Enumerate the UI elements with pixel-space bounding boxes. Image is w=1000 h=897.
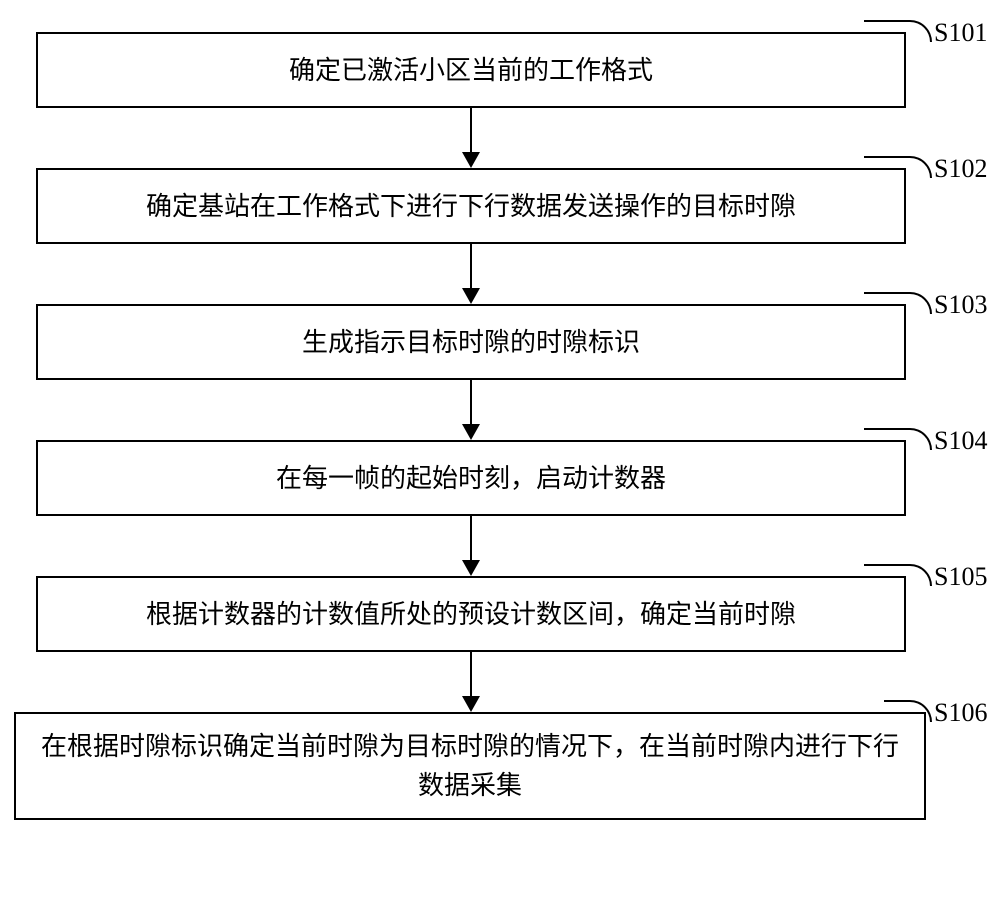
step-box-s103: 生成指示目标时隙的时隙标识 [36,304,906,380]
step-box-s105: 根据计数器的计数值所处的预设计数区间，确定当前时隙 [36,576,906,652]
label-connector [864,564,932,586]
step-label-s105: S105 [934,562,987,592]
step-text: 在根据时隙标识确定当前时隙为目标时隙的情况下，在当前时隙内进行下行数据采集 [36,727,904,805]
step-text: 在每一帧的起始时刻，启动计数器 [276,459,666,498]
arrow-head-icon [462,696,480,712]
step-box-s104: 在每一帧的起始时刻，启动计数器 [36,440,906,516]
arrow-line [470,516,472,560]
step-label-s102: S102 [934,154,987,184]
step-box-s101: 确定已激活小区当前的工作格式 [36,32,906,108]
arrow-line [470,380,472,424]
step-label-s103: S103 [934,290,987,320]
step-label-s101: S101 [934,18,987,48]
step-box-s106: 在根据时隙标识确定当前时隙为目标时隙的情况下，在当前时隙内进行下行数据采集 [14,712,926,820]
label-connector [884,700,932,722]
label-connector [864,156,932,178]
step-text: 确定已激活小区当前的工作格式 [289,51,653,90]
arrow-line [470,652,472,696]
flowchart-canvas: 确定已激活小区当前的工作格式 S101 确定基站在工作格式下进行下行数据发送操作的目… [0,0,1000,897]
label-connector [864,20,932,42]
step-text: 根据计数器的计数值所处的预设计数区间，确定当前时隙 [146,595,796,634]
arrow-head-icon [462,288,480,304]
label-connector [864,428,932,450]
arrow-line [470,244,472,288]
step-label-s106: S106 [934,698,987,728]
arrow-head-icon [462,560,480,576]
step-label-s104: S104 [934,426,987,456]
step-text: 生成指示目标时隙的时隙标识 [302,323,640,362]
step-box-s102: 确定基站在工作格式下进行下行数据发送操作的目标时隙 [36,168,906,244]
step-text: 确定基站在工作格式下进行下行数据发送操作的目标时隙 [146,187,796,226]
label-connector [864,292,932,314]
arrow-head-icon [462,152,480,168]
arrow-head-icon [462,424,480,440]
arrow-line [470,108,472,152]
